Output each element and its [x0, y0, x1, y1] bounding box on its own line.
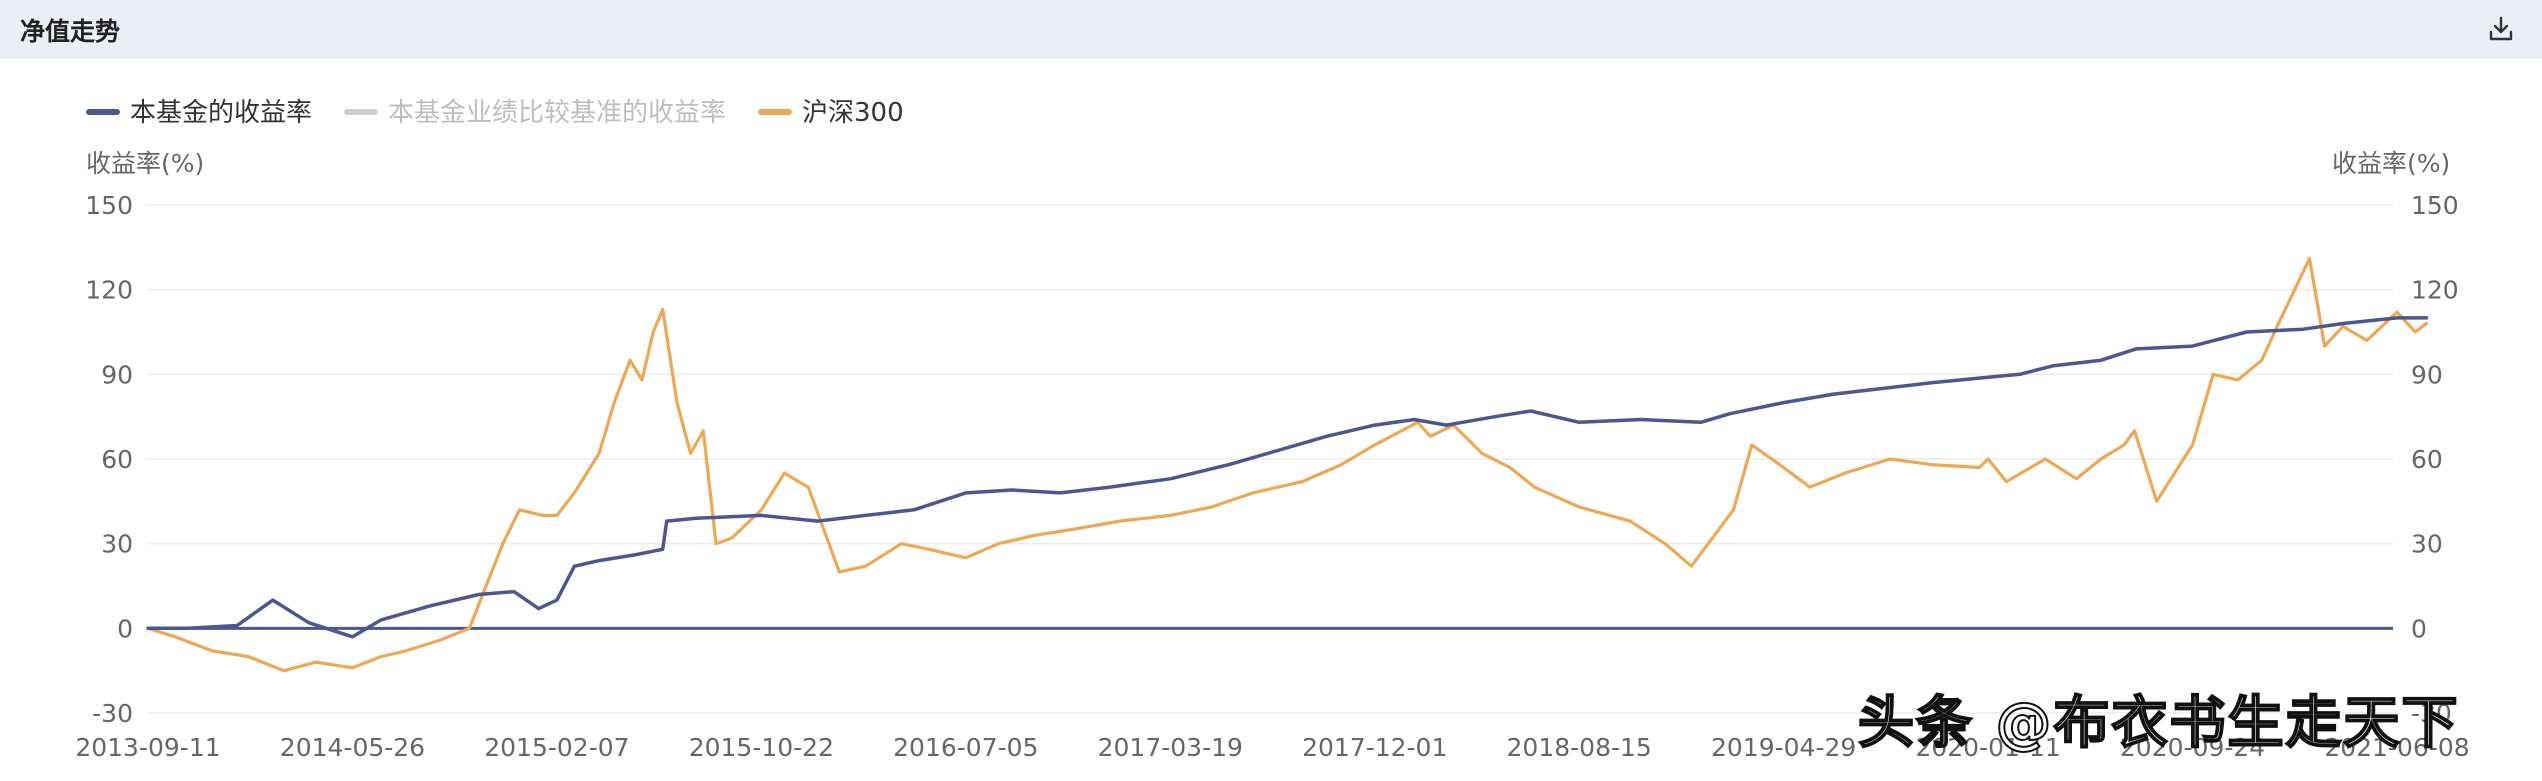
- x-tick-label: 2020-09-24: [2120, 733, 2265, 762]
- legend-item-label[interactable]: 本基金的收益率: [130, 98, 312, 128]
- x-tick-label: 2015-10-22: [689, 733, 834, 762]
- y-tick-left: 90: [101, 360, 133, 389]
- legend-swatch[interactable]: [86, 109, 120, 115]
- y-tick-left: 0: [117, 614, 133, 643]
- y-tick-right: 60: [2411, 445, 2443, 474]
- series-line-fund: [146, 316, 2429, 639]
- watermark-text: 头条 @布衣书生走天下: [1857, 690, 2460, 757]
- series-line-hs300: [146, 257, 2428, 673]
- panel-title: 净值走势: [20, 17, 121, 46]
- net-value-line-chart: 150 150 120 120 90 90 60 60 30 30 0 0 -30 -30 收益率(%) 收益…: [75, 98, 2469, 762]
- y-tick-left: 30: [101, 530, 133, 559]
- x-tick-label: 2021-06-08: [2324, 733, 2469, 762]
- y-tick-right: -30: [2411, 699, 2452, 728]
- y-axis-title-right: 收益率(%): [2332, 149, 2450, 178]
- legend-item-label[interactable]: 本基金业绩比较基准的收益率: [388, 98, 726, 128]
- y-tick-left: 60: [101, 445, 133, 474]
- y-tick-right: 90: [2411, 360, 2443, 389]
- x-tick-label: 2014-05-26: [280, 733, 425, 762]
- x-tick-label: 2017-03-19: [1098, 733, 1243, 762]
- x-tick-label: 2013-09-11: [75, 733, 220, 762]
- y-tick-left: 150: [85, 191, 133, 220]
- legend-swatch[interactable]: [758, 109, 792, 115]
- panel-header: 净值走势: [0, 0, 2542, 58]
- x-tick-label: 2016-07-05: [893, 733, 1038, 762]
- legend-item-label[interactable]: 沪深300: [802, 98, 904, 128]
- y-tick-right: 120: [2411, 276, 2459, 305]
- y-tick-right: 30: [2411, 530, 2443, 559]
- legend-swatch[interactable]: [344, 109, 378, 115]
- x-tick-label: 2020-01-11: [1915, 733, 2060, 762]
- y-tick-right: 0: [2411, 614, 2427, 643]
- download-icon[interactable]: [2486, 14, 2516, 44]
- y-axis-title-left: 收益率(%): [86, 149, 204, 178]
- y-tick-left: -30: [92, 699, 133, 728]
- y-tick-left: 120: [85, 276, 133, 305]
- x-tick-label: 2017-12-01: [1302, 733, 1447, 762]
- x-tick-label: 2019-04-29: [1711, 733, 1856, 762]
- x-tick-label: 2018-08-15: [1507, 733, 1652, 762]
- y-tick-right: 150: [2411, 191, 2459, 220]
- x-tick-label: 2015-02-07: [484, 733, 629, 762]
